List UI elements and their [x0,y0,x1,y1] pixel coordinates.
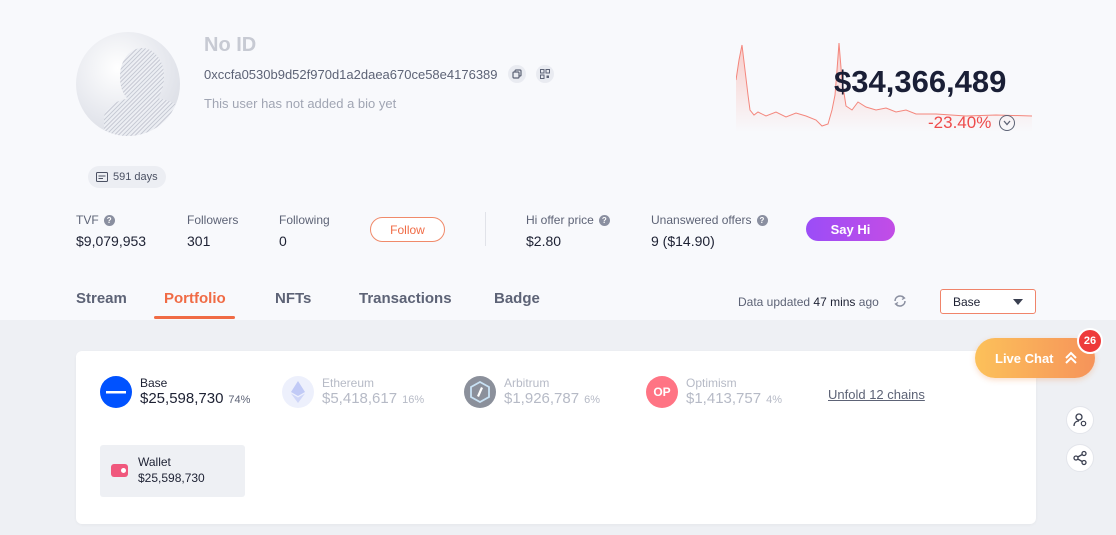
unanswered-label: Unanswered offers [651,213,752,227]
base-icon [100,376,132,408]
live-chat-badge: 26 [1077,328,1103,354]
refresh-icon[interactable] [892,293,908,309]
copy-icon[interactable] [507,65,526,83]
caret-down-icon [1013,298,1023,305]
ethereum-icon [282,376,314,408]
tab-stream[interactable]: Stream [76,290,127,307]
stats-divider [485,212,486,246]
hi-offer-stat: Hi offer price? $2.80 [526,212,610,249]
account-age-badge: 591 days [88,166,166,188]
wallet-item[interactable]: Wallet $25,598,730 [100,445,245,497]
bio-text: This user has not added a bio yet [204,96,397,111]
change-percent: -23.40% [928,113,992,132]
help-icon[interactable]: ? [103,214,115,226]
chain-item-arbitrum[interactable]: Arbitrum $1,926,787 6% [464,376,600,408]
live-chat-label: Live Chat [995,350,1054,366]
address-row: 0xccfa0530b9d52f970d1a2daea670ce58e41763… [204,65,554,83]
help-icon[interactable]: ? [756,214,768,226]
wallet-label: Wallet [138,455,171,469]
qrcode-icon[interactable] [535,65,554,83]
total-net-worth: $34,366,489 [834,64,1007,99]
tvf-value: $9,079,953 [76,233,147,249]
followers-stat[interactable]: Followers 301 [187,212,238,249]
unanswered-offers-stat: Unanswered offers? 9 ($14.90) [651,212,768,249]
calendar-icon [96,172,108,182]
chain-select[interactable]: Base [940,289,1036,314]
following-stat[interactable]: Following 0 [279,212,330,249]
chain-item-base[interactable]: Base $25,598,730 74% [100,376,250,408]
tab-nfts[interactable]: NFTs [275,290,312,307]
chain-item-optimism[interactable]: OP Optimism $1,413,757 4% [646,376,782,408]
hi-offer-value: $2.80 [526,233,562,249]
unfold-chains-link[interactable]: Unfold 12 chains [828,387,925,402]
share-icon [1073,450,1087,466]
hi-offer-label: Hi offer price [526,213,594,227]
chain-item-ethereum[interactable]: Ethereum $5,418,617 16% [282,376,424,408]
unanswered-value: 9 ($14.90) [651,233,715,249]
followers-label: Followers [187,213,239,227]
tvf-stat: TVF? $9,079,953 [76,212,146,249]
arbitrum-icon [464,376,496,408]
tab-transactions[interactable]: Transactions [359,290,452,307]
optimism-icon: OP [646,376,678,408]
user-gear-icon [1073,413,1087,427]
profile-header [0,0,1116,320]
tab-badge[interactable]: Badge [494,290,540,307]
followers-value: 301 [187,233,211,249]
avatar [76,32,180,136]
data-updated-text: Data updated 47 mins ago [738,295,879,309]
follow-button[interactable]: Follow [370,217,445,242]
share-button[interactable] [1066,444,1094,472]
say-hi-button[interactable]: Say Hi [806,217,895,241]
chain-select-value: Base [953,294,981,309]
wallet-address: 0xccfa0530b9d52f970d1a2daea670ce58e41763… [204,66,498,82]
portfolio-card: Base $25,598,730 74% Ethereum $5,418,617 1… [76,351,1036,524]
double-chevron-up-icon [1064,351,1077,364]
live-chat-button[interactable]: Live Chat [975,338,1095,378]
wallet-icon [111,464,128,477]
chevron-down-icon[interactable] [999,115,1016,131]
user-settings-button[interactable] [1066,406,1094,434]
tvf-label: TVF [76,213,99,227]
profile-name: No ID [204,34,257,56]
net-worth-change: -23.40% [928,113,1016,133]
active-tab-indicator [154,316,235,319]
following-label: Following [279,213,330,227]
tab-portfolio[interactable]: Portfolio [164,290,226,307]
following-value: 0 [279,233,287,249]
account-age-text: 591 days [113,171,158,183]
wallet-value: $25,598,730 [138,471,205,485]
help-icon[interactable]: ? [598,214,610,226]
